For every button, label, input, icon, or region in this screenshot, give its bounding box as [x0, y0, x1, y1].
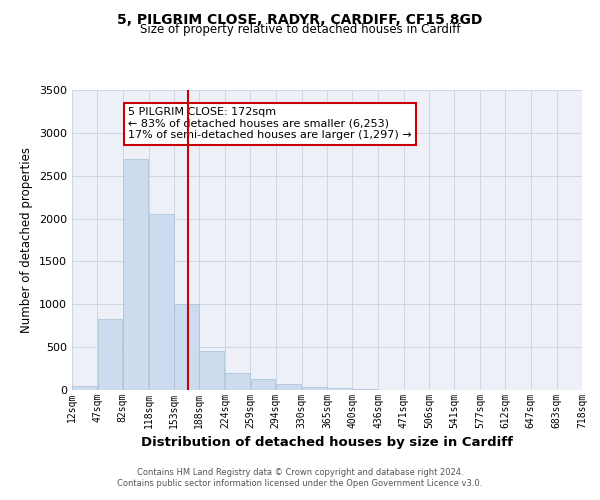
Text: 5, PILGRIM CLOSE, RADYR, CARDIFF, CF15 8GD: 5, PILGRIM CLOSE, RADYR, CARDIFF, CF15 8… [118, 12, 482, 26]
Text: Contains HM Land Registry data © Crown copyright and database right 2024.
Contai: Contains HM Land Registry data © Crown c… [118, 468, 482, 487]
Bar [327, 388, 352, 390]
Bar [149, 214, 173, 390]
Bar [174, 304, 199, 390]
Bar [276, 384, 301, 390]
Y-axis label: Number of detached properties: Number of detached properties [20, 147, 34, 333]
Text: Size of property relative to detached houses in Cardiff: Size of property relative to detached ho… [140, 22, 460, 36]
Text: Distribution of detached houses by size in Cardiff: Distribution of detached houses by size … [141, 436, 513, 449]
Text: 5 PILGRIM CLOSE: 172sqm
← 83% of detached houses are smaller (6,253)
17% of semi: 5 PILGRIM CLOSE: 172sqm ← 83% of detache… [128, 107, 412, 140]
Bar [72, 386, 97, 390]
Bar [123, 158, 148, 390]
Bar [302, 387, 327, 390]
Bar [353, 389, 377, 390]
Bar [199, 352, 224, 390]
Bar [98, 319, 122, 390]
Bar [226, 373, 250, 390]
Bar [251, 379, 275, 390]
